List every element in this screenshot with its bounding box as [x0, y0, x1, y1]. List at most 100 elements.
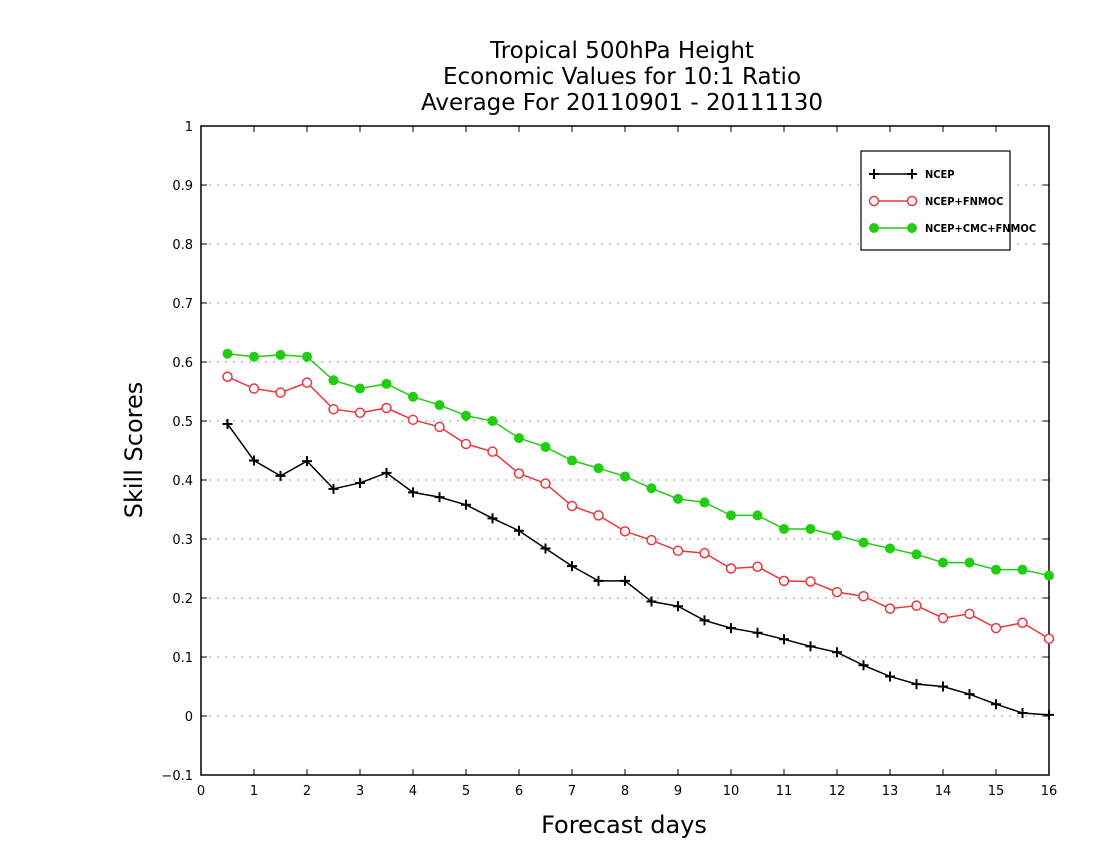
y-tick-label: 0.1: [172, 651, 193, 666]
x-tick-label: 13: [882, 784, 899, 799]
data-point: [805, 576, 816, 587]
data-point: [699, 497, 710, 508]
x-tick-label: 8: [621, 784, 629, 799]
data-point: [1017, 617, 1028, 629]
data-point: [752, 510, 763, 521]
data-point: [461, 499, 471, 510]
data-point: [805, 523, 816, 534]
data-point: [699, 547, 710, 559]
legend-marker: [869, 223, 879, 233]
data-point: [673, 493, 683, 504]
series-line: [226, 423, 1050, 716]
data-point: [911, 600, 922, 611]
data-point: [408, 487, 418, 498]
legend-label: NCEP: [925, 168, 955, 181]
data-point: [778, 575, 790, 587]
data-point: [832, 530, 842, 541]
legend-label: NCEP+FNMOC: [925, 195, 1003, 208]
data-point: [302, 456, 312, 467]
x-tick-label: 7: [568, 784, 576, 799]
data-point: [672, 545, 684, 557]
legend-marker: [907, 223, 917, 233]
legend: NCEP NCEP+FNMOC NCEP+CMC+FNMOC: [860, 150, 1036, 251]
x-tick-label: 11: [776, 784, 793, 799]
data-point: [752, 627, 763, 638]
data-point: [991, 699, 1001, 710]
data-point: [938, 557, 948, 568]
data-point: [1043, 633, 1055, 644]
data-point: [460, 438, 472, 450]
data-point: [540, 478, 551, 489]
data-point: [964, 608, 975, 620]
y-tick-label: −0.1: [161, 769, 193, 784]
title-line-3: Average For 20110901 - 20111130: [421, 90, 823, 116]
data-point: [301, 377, 313, 388]
x-axis-label: Forecast days: [541, 811, 707, 839]
data-point: [249, 455, 259, 466]
y-tick-label: 0.8: [172, 238, 193, 253]
data-point: [620, 575, 630, 586]
legend-label: NCEP+CMC+FNMOC: [925, 222, 1036, 235]
data-point: [567, 561, 577, 572]
data-point: [381, 378, 392, 389]
legend-marker: [906, 195, 918, 207]
data-point: [328, 483, 339, 494]
data-point: [222, 418, 233, 429]
data-point: [726, 623, 736, 634]
data-point: [593, 575, 604, 586]
data-point: [646, 534, 657, 546]
x-tick-label: 12: [829, 784, 846, 799]
data-point: [328, 375, 339, 386]
data-point: [222, 348, 233, 359]
data-point: [275, 349, 286, 360]
data-point: [461, 410, 471, 421]
x-tick-label: 14: [935, 784, 952, 799]
y-tick-label: 0.2: [172, 592, 193, 607]
x-tick-label: 1: [250, 784, 258, 799]
x-tick-label: 9: [674, 784, 682, 799]
series-line: [227, 352, 1050, 577]
data-point: [752, 561, 763, 572]
data-point: [567, 455, 577, 466]
data-point: [487, 416, 498, 426]
data-point: [434, 492, 445, 503]
legend-item: NCEP+FNMOC: [868, 195, 1003, 208]
y-tick-label: 0.3: [172, 533, 193, 548]
y-tick-label: 0.9: [172, 179, 193, 194]
data-point: [1017, 564, 1028, 575]
series-2: [222, 348, 1054, 581]
data-point: [858, 660, 869, 671]
data-point: [302, 351, 312, 362]
data-point: [275, 470, 286, 481]
data-point: [540, 441, 551, 452]
axis-ticks: −0.100.10.20.30.40.50.60.70.80.910 1 2 3 4 5 6…: [161, 120, 1057, 799]
grid-lines: [201, 184, 1049, 717]
x-tick-label: 0: [197, 784, 205, 799]
data-point: [620, 471, 630, 482]
data-point: [885, 543, 895, 554]
data-point: [699, 615, 710, 626]
data-point: [593, 510, 604, 521]
chart-title: Tropical 500hPa Height Economic Values f…: [421, 38, 823, 116]
legend-item: NCEP: [869, 168, 955, 181]
data-point: [408, 391, 418, 402]
legend-marker: [907, 169, 917, 179]
data-point: [858, 590, 869, 602]
data-point: [354, 407, 366, 418]
data-point: [805, 641, 816, 652]
data-point: [328, 403, 339, 415]
data-point: [1044, 709, 1054, 720]
data-point: [911, 549, 922, 560]
data-point: [725, 563, 737, 574]
y-tick-label: 1: [185, 120, 193, 135]
data-point: [407, 414, 419, 426]
data-point: [673, 601, 683, 612]
data-point: [355, 383, 365, 394]
x-tick-label: 10: [723, 784, 740, 799]
data-point: [514, 433, 524, 444]
data-point: [381, 467, 392, 478]
x-tick-label: 4: [409, 784, 417, 799]
x-tick-label: 16: [1041, 784, 1058, 799]
plot-series: [222, 348, 1055, 720]
